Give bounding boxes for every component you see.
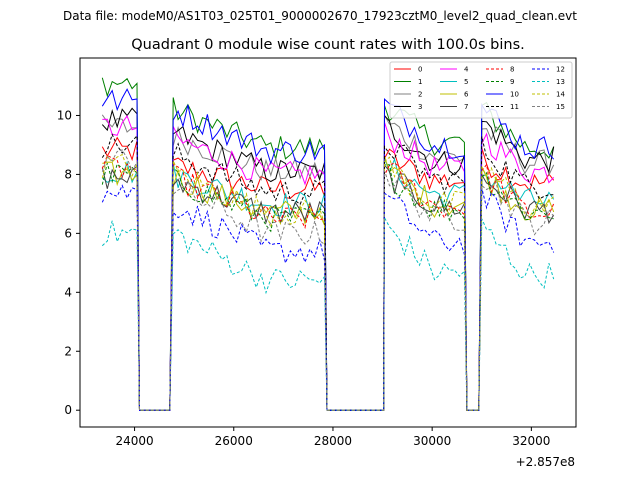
legend-label-15: 15 — [556, 103, 565, 111]
legend-box — [389, 61, 573, 119]
plot-area — [101, 77, 555, 411]
series-line-14 — [101, 153, 555, 411]
legend-label-8: 8 — [510, 66, 514, 74]
x-tick-label: 26000 — [215, 434, 253, 448]
legend-label-10: 10 — [510, 91, 519, 99]
legend-label-3: 3 — [418, 103, 422, 111]
axes-frame — [79, 57, 577, 428]
legend-label-9: 9 — [510, 78, 514, 86]
series-line-8 — [101, 154, 555, 411]
legend-label-14: 14 — [556, 91, 565, 99]
x-tick-label: 24000 — [115, 434, 153, 448]
y-tick-label: 6 — [64, 226, 72, 240]
legend-label-13: 13 — [556, 78, 565, 86]
series-line-11 — [101, 133, 554, 411]
y-tick-label: 8 — [64, 167, 72, 181]
series-line-12 — [101, 184, 555, 411]
y-tick-label: 2 — [64, 344, 72, 358]
legend-label-2: 2 — [418, 91, 422, 99]
series-line-3 — [101, 107, 555, 411]
legend-label-4: 4 — [464, 66, 469, 74]
legend-label-0: 0 — [418, 66, 422, 74]
y-tick-label: 10 — [57, 108, 72, 122]
series-line-13 — [101, 215, 555, 411]
legend-label-7: 7 — [464, 103, 468, 111]
x-tick-label: 32000 — [512, 434, 550, 448]
y-tick-label: 4 — [64, 285, 72, 299]
legend-label-12: 12 — [556, 66, 565, 74]
y-tick-label: 0 — [64, 403, 72, 417]
legend-label-6: 6 — [464, 91, 469, 99]
series-line-4 — [102, 114, 555, 411]
axes: 24000 26000 28000 30000 32000 0 2 4 6 8 10 — [57, 108, 551, 448]
legend-label-1: 1 — [418, 78, 422, 86]
chart-title: Quadrant 0 module wise count rates with … — [131, 37, 525, 53]
x-offset-label: +2.857e8 — [516, 455, 575, 469]
series-line-15 — [101, 149, 555, 411]
series-line-0 — [101, 136, 555, 411]
series-line-2 — [101, 113, 555, 411]
legend-label-11: 11 — [510, 103, 519, 111]
x-tick-label: 28000 — [314, 434, 352, 448]
x-tick-label: 30000 — [413, 434, 451, 448]
suptitle: Data file: modeM0/AS1T03_025T01_90000026… — [63, 9, 577, 23]
legend-label-5: 5 — [464, 78, 468, 86]
